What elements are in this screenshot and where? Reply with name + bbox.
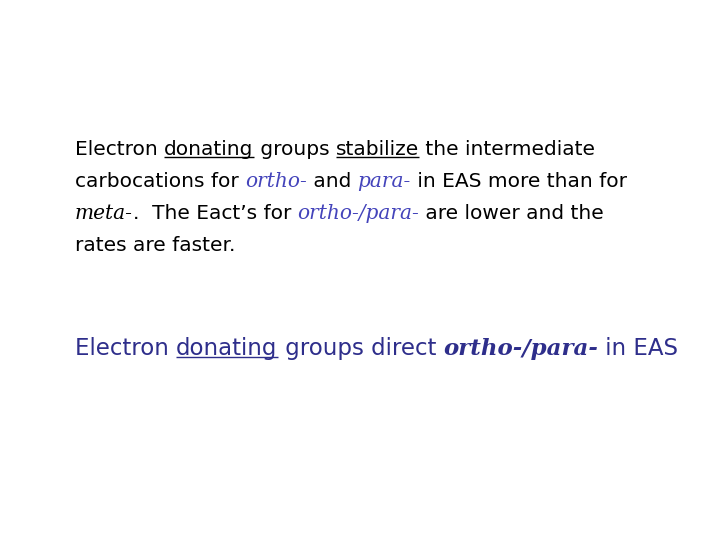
Text: meta-: meta- <box>75 204 133 223</box>
Text: in EAS more than for: in EAS more than for <box>411 172 627 191</box>
Text: stabilize: stabilize <box>336 140 419 159</box>
Text: Electron: Electron <box>75 140 164 159</box>
Text: para-: para- <box>358 172 411 191</box>
Text: carbocations for: carbocations for <box>75 172 245 191</box>
Text: ortho-/para-: ortho-/para- <box>297 204 419 223</box>
Text: Electron: Electron <box>75 337 176 360</box>
Text: donating: donating <box>164 140 253 159</box>
Text: ortho-: ortho- <box>245 172 307 191</box>
Text: .  The Eact’s for: . The Eact’s for <box>133 204 297 223</box>
Text: ortho-/para-: ortho-/para- <box>443 338 598 360</box>
Text: groups direct: groups direct <box>277 337 443 360</box>
Text: in EAS: in EAS <box>598 337 678 360</box>
Text: and: and <box>307 172 358 191</box>
Text: rates are faster.: rates are faster. <box>75 236 235 255</box>
Text: are lower and the: are lower and the <box>419 204 604 223</box>
Text: the intermediate: the intermediate <box>419 140 595 159</box>
Text: groups: groups <box>253 140 336 159</box>
Text: donating: donating <box>176 337 277 360</box>
